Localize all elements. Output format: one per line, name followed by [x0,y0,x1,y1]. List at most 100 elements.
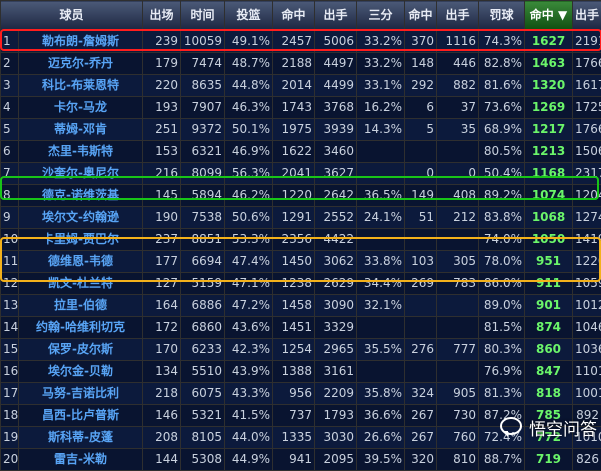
3pm-cell: 320 [405,449,437,471]
fg-pct-cell: 50.6% [225,207,273,229]
3pm-cell: 269 [405,273,437,295]
fg-pct-cell: 44.8% [225,75,273,97]
header-3pm[interactable]: 命中 [405,1,437,31]
ftm-cell: 860 [525,339,573,361]
fta-cell: 1506 [573,141,601,163]
minutes-cell: 9372 [181,119,225,141]
ftm-cell: 1050 [525,229,573,251]
fg-pct-cell: 42.3% [225,339,273,361]
3pa-cell: 882 [437,75,479,97]
ftm-cell: 901 [525,295,573,317]
fta-cell: 1274 [573,207,601,229]
rank-cell: 7 [1,163,19,185]
header-fgm[interactable]: 命中 [273,1,315,31]
header-fga[interactable]: 出手 [315,1,357,31]
player-name-cell: 德克-诺维茨基 [19,185,143,207]
header-ft-pct[interactable]: 罚球 [479,1,525,31]
3pm-cell: 51 [405,207,437,229]
ftm-cell: 951 [525,251,573,273]
rank-cell: 10 [1,229,19,251]
ft-pct-cell: 73.6% [479,97,525,119]
player-name-cell: 勒布朗-詹姆斯 [19,31,143,53]
header-fta[interactable]: 出手 [573,1,601,31]
header-3p-pct[interactable]: 三分 [357,1,405,31]
header-ftm-sorted[interactable]: 命中 ▼ [525,1,573,31]
3p-pct-cell: 33.1% [357,75,405,97]
games-cell: 239 [143,31,181,53]
minutes-cell: 5894 [181,185,225,207]
fga-cell: 3627 [315,163,357,185]
player-name-cell: 德维恩-韦德 [19,251,143,273]
3p-pct-cell: 33.2% [357,31,405,53]
3p-pct-cell: 39.5% [357,449,405,471]
rank-cell: 19 [1,427,19,449]
fgm-cell: 941 [273,449,315,471]
ft-pct-cell: 89.0% [479,295,525,317]
minutes-cell: 6694 [181,251,225,273]
fg-pct-cell: 48.7% [225,53,273,75]
3p-pct-cell: 14.3% [357,119,405,141]
rank-cell: 4 [1,97,19,119]
fga-cell: 3062 [315,251,357,273]
fta-cell: 1419 [573,229,601,251]
3pm-cell [405,141,437,163]
rank-cell: 15 [1,339,19,361]
fgm-cell: 2356 [273,229,315,251]
3p-pct-cell: 34.4% [357,273,405,295]
games-cell: 164 [143,295,181,317]
fg-pct-cell: 43.9% [225,361,273,383]
header-player[interactable]: 球员 [1,1,143,31]
minutes-cell: 6075 [181,383,225,405]
fgm-cell: 1291 [273,207,315,229]
header-fg-pct[interactable]: 投篮 [225,1,273,31]
ftm-cell: 1320 [525,75,573,97]
fga-cell: 3161 [315,361,357,383]
minutes-cell: 6233 [181,339,225,361]
3p-pct-cell: 36.5% [357,185,405,207]
fgm-cell: 1975 [273,119,315,141]
minutes-cell: 8635 [181,75,225,97]
header-3pa[interactable]: 出手 [437,1,479,31]
fg-pct-cell: 44.9% [225,449,273,471]
rank-cell: 1 [1,31,19,53]
fgm-cell: 1335 [273,427,315,449]
fta-cell: 1220 [573,251,601,273]
fg-pct-cell: 47.1% [225,273,273,295]
ftm-cell: 874 [525,317,573,339]
minutes-cell: 6860 [181,317,225,339]
ftm-cell: 1068 [525,207,573,229]
fgm-cell: 1622 [273,141,315,163]
fta-cell: 1059 [573,273,601,295]
minutes-cell: 8105 [181,427,225,449]
3pm-cell [405,361,437,383]
fga-cell: 4499 [315,75,357,97]
header-games[interactable]: 出场 [143,1,181,31]
fga-cell: 3030 [315,427,357,449]
rank-cell: 2 [1,53,19,75]
header-minutes[interactable]: 时间 [181,1,225,31]
fga-cell: 4497 [315,53,357,75]
3p-pct-cell [357,361,405,383]
player-name-cell: 昌西-比卢普斯 [19,405,143,427]
